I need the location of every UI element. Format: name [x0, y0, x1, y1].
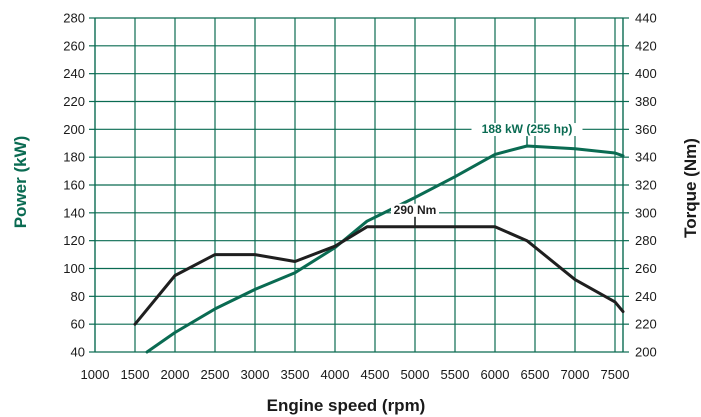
y-right-tick-label: 200	[635, 345, 657, 360]
x-tick-label: 2500	[201, 367, 230, 382]
annotation-label: 290 Nm	[394, 203, 437, 217]
y-left-tick-label: 80	[71, 289, 85, 304]
y-right-tick-label: 280	[635, 233, 657, 248]
series-layer	[133, 144, 625, 354]
y-left-tick-label: 280	[63, 11, 85, 26]
y-left-tick-label: 260	[63, 38, 85, 53]
x-tick-label: 4500	[361, 367, 390, 382]
y-right-tick-label: 400	[635, 66, 657, 81]
x-tick-label: 5000	[401, 367, 430, 382]
x-tick-label: 2000	[161, 367, 190, 382]
x-tick-label: 7500	[601, 367, 630, 382]
x-tick-label: 5500	[441, 367, 470, 382]
annotation-bg	[391, 203, 439, 217]
y-left-tick-label: 140	[63, 205, 85, 220]
y-left-tick-label: 200	[63, 122, 85, 137]
y-right-tick-label: 340	[635, 150, 657, 165]
y-left-tick-label: 220	[63, 94, 85, 109]
annotation-label: 188 kW (255 hp)	[482, 122, 573, 136]
x-tick-label: 3500	[281, 367, 310, 382]
y-right-tick-label: 320	[635, 178, 657, 193]
x-tick-label: 1500	[121, 367, 150, 382]
y-right-tick-label: 240	[635, 289, 657, 304]
x-tick-label: 6000	[481, 367, 510, 382]
x-axis-label: Engine speed (rpm)	[267, 396, 426, 415]
y-right-tick-label: 440	[635, 11, 657, 26]
y-left-tick-label: 240	[63, 66, 85, 81]
series-line-power	[145, 144, 625, 354]
y-left-tick-label: 60	[71, 317, 85, 332]
y-left-tick-label: 120	[63, 233, 85, 248]
y-left-tick-label: 100	[63, 261, 85, 276]
y-axis-left-label: Power (kW)	[11, 136, 30, 229]
y-right-tick-label: 220	[635, 317, 657, 332]
y-right-tick-label: 360	[635, 122, 657, 137]
y-right-tick-label: 420	[635, 38, 657, 53]
y-left-tick-label: 180	[63, 150, 85, 165]
y-right-tick-label: 300	[635, 205, 657, 220]
x-tick-label: 4000	[321, 367, 350, 382]
x-tick-label: 3000	[241, 367, 270, 382]
x-tick-label: 1000	[81, 367, 110, 382]
y-right-tick-label: 260	[635, 261, 657, 276]
y-right-tick-label: 380	[635, 94, 657, 109]
x-tick-label: 7000	[561, 367, 590, 382]
x-tick-label: 6500	[521, 367, 550, 382]
y-left-tick-label: 40	[71, 345, 85, 360]
y-axis-right-label: Torque (Nm)	[681, 138, 700, 238]
series-line-torque	[133, 225, 625, 326]
y-left-tick-label: 160	[63, 178, 85, 193]
ticks-layer: 40 60 80 100 120 140 160 180 200 220 240 260 280 200 2…	[63, 11, 656, 383]
annotations: 188 kW (255 hp) 290 Nm	[391, 122, 583, 227]
annotation-bg	[471, 123, 583, 137]
grid	[89, 17, 629, 353]
